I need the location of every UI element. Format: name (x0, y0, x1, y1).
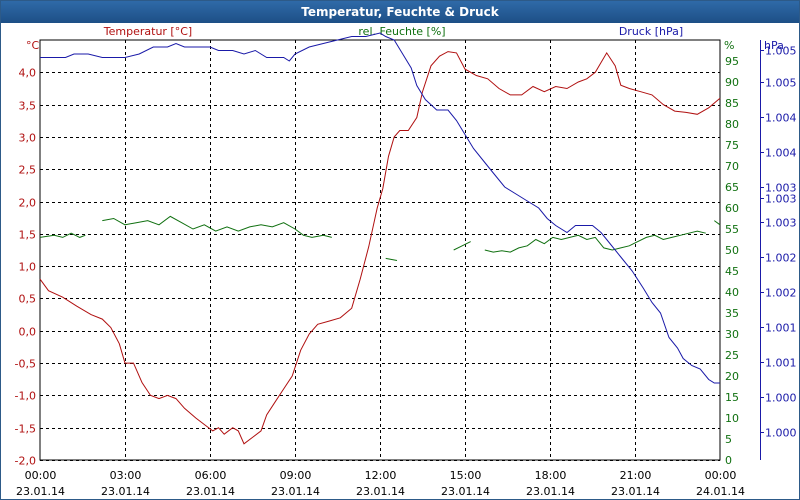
y-tick-label-humidity: 75 (725, 139, 739, 152)
y-tick-label-humidity: 80 (725, 118, 739, 131)
x-tick-date: 23.01.14 (356, 485, 405, 498)
x-tick-date: 23.01.14 (441, 485, 490, 498)
y-tick-label-temperature: 2,0 (19, 197, 37, 210)
x-tick-time: 12:00 (365, 469, 397, 482)
y-tick-label-pressure: 1.004 (765, 147, 797, 160)
x-tick-time: 00:00 (705, 469, 737, 482)
x-tick-date: 23.01.14 (526, 485, 575, 498)
series-line-temperature (39, 51, 721, 445)
y-tick-label-humidity: 10 (725, 412, 739, 425)
y-tick-label-humidity: 20 (725, 370, 739, 383)
y-tick-label-humidity: 95 (725, 55, 739, 68)
y-tick-label-pressure: 1.002 (765, 252, 797, 265)
x-tick-time: 18:00 (535, 469, 567, 482)
series-line-pressure (40, 32, 720, 384)
y-tick-label-temperature: -0,5 (15, 358, 36, 371)
series-line-humidity (714, 220, 721, 226)
y-tick-label-pressure: 1.004 (765, 112, 797, 125)
y-tick-label-pressure: 1.003 (765, 217, 797, 230)
y-tick-label-pressure: 1.002 (765, 287, 797, 300)
y-tick-label-humidity: 5 (725, 433, 732, 446)
pressure-unit-label: hPa (764, 39, 784, 52)
y-tick-label-temperature: 0,0 (19, 326, 37, 339)
x-tick-time: 06:00 (195, 469, 227, 482)
y-tick-label-humidity: 30 (725, 328, 739, 341)
y-tick-label-humidity: 60 (725, 202, 739, 215)
y-tick-label-humidity: 45 (725, 265, 739, 278)
y-tick-label-humidity: 65 (725, 181, 739, 194)
y-tick-label-humidity: 40 (725, 286, 739, 299)
pressure-axis-title: Druck [hPa] (619, 25, 683, 38)
y-tick-label-humidity: 90 (725, 76, 739, 89)
y-tick-label-temperature: 0,5 (19, 293, 37, 306)
x-tick-time: 21:00 (620, 469, 652, 482)
humidity-axis-title: rel. Feuchte [%] (358, 25, 445, 38)
y-tick-label-humidity: 50 (725, 244, 739, 257)
y-tick-label-temperature: -1,5 (15, 423, 36, 436)
y-tick-label-humidity: 0 (725, 454, 732, 467)
y-tick-label-temperature: -2,0 (15, 455, 36, 468)
y-tick-label-pressure: 1.005 (765, 45, 797, 58)
y-tick-label-humidity: 55 (725, 223, 739, 236)
series-line-humidity (484, 230, 706, 253)
y-tick-label-temperature: 3,0 (19, 132, 37, 145)
y-tick-label-temperature: 1,0 (19, 261, 37, 274)
y-tick-label-pressure: 1.001 (765, 322, 797, 335)
x-tick-time: 00:00 (25, 469, 57, 482)
y-tick-label-pressure: 1.000 (765, 392, 797, 405)
temperature-unit-label: °C (26, 39, 40, 52)
y-tick-label-pressure: 1.003 (765, 193, 797, 206)
y-tick-label-temperature: -1,0 (15, 390, 36, 403)
y-tick-label-pressure: 1.003 (765, 182, 797, 195)
y-tick-label-humidity: 25 (725, 349, 739, 362)
y-tick-label-humidity: 70 (725, 160, 739, 173)
x-tick-time: 09:00 (280, 469, 312, 482)
series-line-humidity (102, 215, 332, 238)
y-tick-label-temperature: 4,0 (19, 67, 37, 80)
x-tick-time: 03:00 (110, 469, 142, 482)
x-tick-date: 24.01.14 (696, 485, 745, 498)
x-tick-date: 23.01.14 (186, 485, 235, 498)
chart-title: Temperatur, Feuchte & Druck (1, 1, 799, 23)
y-tick-label-temperature: 3,5 (19, 100, 37, 113)
x-tick-date: 23.01.14 (611, 485, 660, 498)
series-line-humidity (385, 257, 398, 261)
series-line-humidity (39, 232, 86, 238)
humidity-unit-label: % (724, 39, 734, 52)
x-tick-time: 15:00 (450, 469, 482, 482)
y-tick-label-humidity: 15 (725, 391, 739, 404)
y-tick-label-temperature: 2,5 (19, 164, 37, 177)
y-tick-label-pressure: 1.005 (765, 77, 797, 90)
series-line-humidity (453, 241, 471, 251)
y-tick-label-temperature: 1,5 (19, 229, 37, 242)
x-tick-date: 23.01.14 (101, 485, 150, 498)
temperature-axis-title: Temperatur [°C] (103, 25, 192, 38)
y-tick-label-pressure: 1.000 (765, 427, 797, 440)
x-tick-date: 23.01.14 (271, 485, 320, 498)
y-tick-label-humidity: 35 (725, 307, 739, 320)
y-tick-label-pressure: 1.001 (765, 357, 797, 370)
x-tick-date: 23.01.14 (16, 485, 65, 498)
y-tick-label-humidity: 85 (725, 97, 739, 110)
